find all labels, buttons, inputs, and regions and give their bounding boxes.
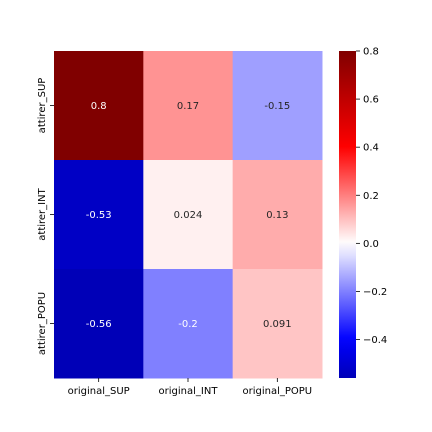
colorbar-tick-label: 0.0 (363, 239, 379, 250)
heatmap-cell (143, 269, 234, 379)
cell-value-label: -0.2 (178, 319, 198, 330)
y-tick-label: attirer_SUP (37, 78, 48, 134)
colorbar-tick-label: 0.8 (363, 47, 379, 58)
heatmap-cell (232, 51, 323, 161)
y-tick-label: attirer_INT (37, 187, 48, 240)
heatmap-annotations: 0.8 0.17 -0.15 -0.53 0.024 0.13 -0.56 -0.2 0.091 (86, 101, 292, 330)
heatmap-cell (232, 269, 323, 379)
colorbar-tick-label: 0.6 (363, 95, 379, 106)
cell-value-label: 0.091 (263, 319, 292, 330)
x-tick-label: original_INT (159, 386, 219, 397)
cell-value-label: 0.024 (174, 210, 203, 221)
heatmap-cells (54, 51, 323, 379)
cell-value-label: -0.56 (86, 319, 112, 330)
colorbar-tick-label: −0.2 (363, 287, 387, 298)
cell-value-label: -0.53 (86, 210, 112, 221)
heatmap-cell (54, 269, 144, 379)
x-tick-label: original_SUP (68, 386, 130, 397)
cell-value-label: -0.15 (264, 101, 290, 112)
heatmap-cell (54, 51, 144, 161)
y-tick-label: attirer_POPU (37, 292, 48, 355)
x-tick-label: original_POPU (243, 386, 313, 397)
colorbar-tick-label: −0.4 (363, 335, 387, 346)
heatmap-cell (143, 160, 234, 270)
colorbar-tick-label: 0.2 (363, 191, 379, 202)
y-axis: attirer_SUP attirer_INT attirer_POPU (37, 78, 54, 355)
heatmap-cell (54, 160, 144, 270)
cell-value-label: 0.8 (91, 101, 107, 112)
cell-value-label: 0.17 (177, 101, 199, 112)
colorbar: 0.8 0.6 0.4 0.2 0.0 −0.2 −0.4 (339, 47, 387, 378)
colorbar-tick-label: 0.4 (363, 143, 379, 154)
colorbar-gradient (339, 51, 356, 378)
heatmap-cell (232, 160, 323, 270)
heatmap-cell (143, 51, 234, 161)
x-axis: original_SUP original_INT original_POPU (68, 378, 313, 397)
cell-value-label: 0.13 (266, 210, 288, 221)
